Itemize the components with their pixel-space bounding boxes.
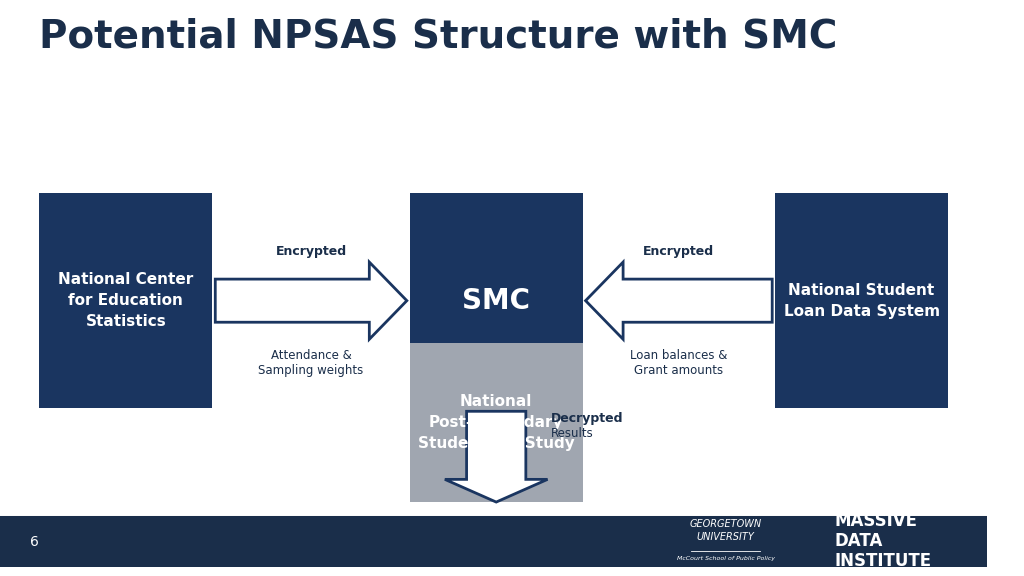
FancyBboxPatch shape — [775, 193, 948, 408]
FancyBboxPatch shape — [0, 516, 987, 567]
Text: Decrypted: Decrypted — [551, 412, 623, 426]
Text: National
Post-Secondary
Student Aid Study: National Post-Secondary Student Aid Stud… — [418, 394, 574, 451]
Polygon shape — [586, 262, 772, 339]
FancyBboxPatch shape — [410, 343, 583, 502]
Polygon shape — [215, 262, 407, 339]
Text: MASSIVE
DATA
INSTITUTE: MASSIVE DATA INSTITUTE — [835, 512, 932, 570]
Text: Encrypted: Encrypted — [643, 245, 715, 258]
Text: SMC: SMC — [462, 287, 530, 314]
Polygon shape — [444, 411, 548, 502]
Text: Loan balances &
Grant amounts: Loan balances & Grant amounts — [630, 349, 728, 377]
Text: National Center
for Education
Statistics: National Center for Education Statistics — [58, 272, 194, 329]
FancyBboxPatch shape — [40, 193, 212, 408]
FancyBboxPatch shape — [410, 193, 583, 408]
Text: 6: 6 — [30, 535, 39, 549]
Text: Results: Results — [551, 427, 593, 440]
Text: Encrypted: Encrypted — [275, 245, 346, 258]
Text: National Student
Loan Data System: National Student Loan Data System — [783, 283, 940, 319]
Text: Attendance &
Sampling weights: Attendance & Sampling weights — [258, 349, 364, 377]
Text: Potential NPSAS Structure with SMC: Potential NPSAS Structure with SMC — [40, 17, 838, 55]
Text: GEORGETOWN
UNIVERSITY: GEORGETOWN UNIVERSITY — [690, 519, 762, 541]
Text: McCourt School of Public Policy: McCourt School of Public Policy — [677, 556, 775, 560]
